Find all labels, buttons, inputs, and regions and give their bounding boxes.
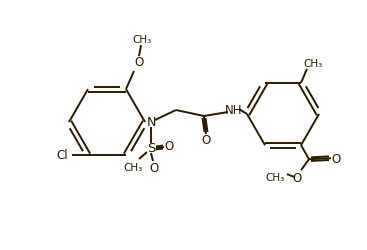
Text: S: S [147, 142, 155, 155]
Text: CH₃: CH₃ [304, 58, 323, 68]
Text: O: O [292, 171, 302, 184]
Text: O: O [201, 134, 211, 147]
Text: O: O [164, 140, 174, 153]
Text: O: O [149, 161, 159, 174]
Text: NH: NH [225, 103, 243, 116]
Text: CH₃: CH₃ [265, 172, 285, 182]
Text: CH₃: CH₃ [132, 35, 152, 45]
Text: CH₃: CH₃ [123, 162, 143, 172]
Text: N: N [146, 115, 156, 128]
Text: O: O [331, 152, 341, 165]
Text: Cl: Cl [56, 149, 68, 162]
Text: O: O [134, 55, 143, 68]
